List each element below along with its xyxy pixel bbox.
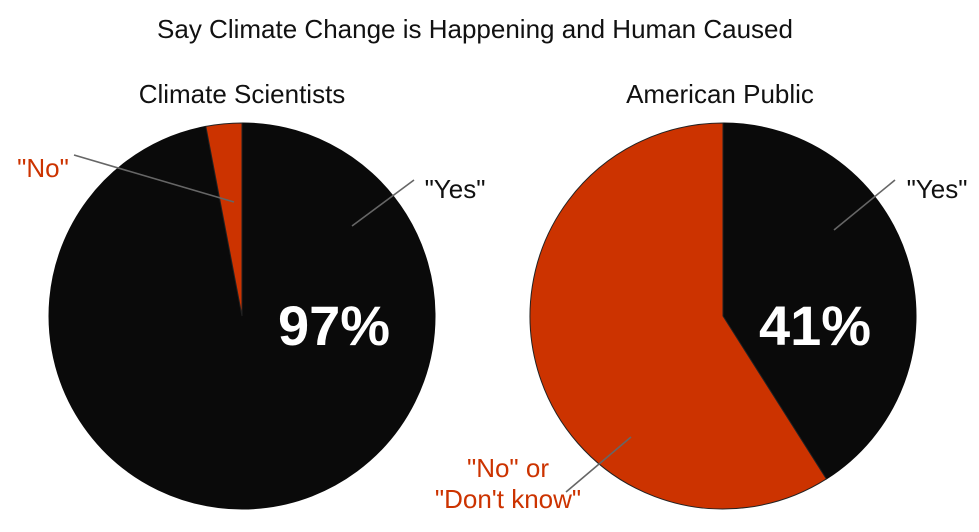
pie-slice-american-public-no (529, 122, 828, 510)
slice-label-american-public-yes: "Yes" (907, 174, 968, 204)
leader-line-climate-scientists-no (73, 154, 235, 203)
leader-line-american-public-yes (833, 179, 896, 231)
leader-line-american-public-no (565, 436, 632, 493)
pie-slice-american-public-yes (722, 122, 917, 480)
percent-label-american-public: 41% (759, 294, 871, 357)
pie-slice-climate-scientists-no (205, 122, 243, 317)
pie-title-climate-scientists: Climate Scientists (139, 79, 346, 109)
pie-title-american-public: American Public (626, 79, 814, 109)
slice-label-american-public-no: "No" or "Don't know" (435, 453, 581, 514)
percent-label-climate-scientists: 97% (278, 294, 390, 357)
figure-title: Say Climate Change is Happening and Huma… (157, 14, 793, 44)
slice-label-climate-scientists-yes: "Yes" (425, 174, 486, 204)
leader-line-climate-scientists-yes (351, 179, 415, 227)
slice-label-climate-scientists-no: "No" (17, 153, 69, 183)
